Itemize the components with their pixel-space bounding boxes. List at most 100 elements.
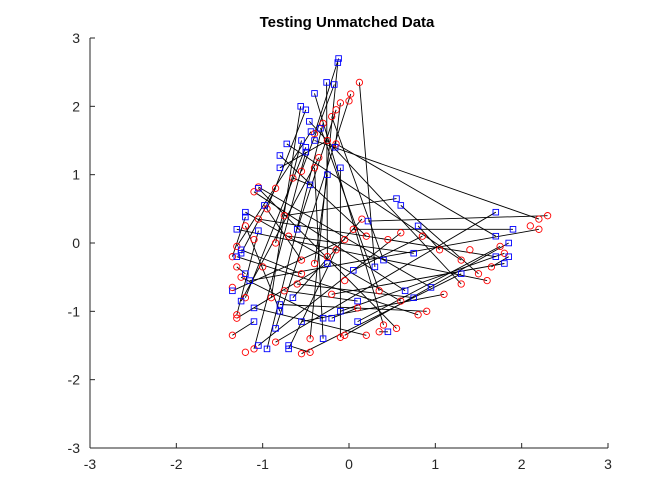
square-point [242,270,249,277]
circle-point [323,253,332,261]
match-line [240,276,324,319]
square-point [492,253,500,260]
square-point [297,103,304,110]
circle-point [328,112,336,121]
square-point [335,55,342,62]
match-line [258,186,432,288]
match-line [400,205,479,275]
match-line [314,140,540,220]
circle-point [362,232,370,240]
match-line [258,232,402,346]
match-line [279,140,328,169]
circle-point [328,290,336,298]
match-line [344,242,509,336]
square-point [505,253,512,260]
circle-point [284,232,293,240]
match-line [236,228,488,282]
circle-point [332,140,340,148]
connection-lines [231,58,548,355]
circle-point [414,311,422,319]
y-tick-label: 3 [72,30,80,46]
square-point [393,195,400,202]
square-point [410,249,417,257]
y-tick-label: -2 [68,372,81,388]
y-tick-label: 1 [72,167,80,183]
circle-point [280,287,288,295]
circle-point [306,348,314,356]
square-point [364,217,372,225]
circle-point [306,335,314,343]
match-line [314,167,324,339]
circle-point [375,328,383,336]
square-point [311,137,318,144]
circle-point [259,263,267,271]
circle-point [535,215,543,223]
square-point [492,232,500,240]
circle-point [271,338,280,346]
square-point [306,181,314,189]
square-point [289,294,297,301]
circle-point [233,311,241,319]
square-point [246,277,253,284]
circle-point [474,270,483,278]
x-tick-label: -3 [84,456,97,472]
circle-point [397,229,405,237]
circle-point [297,256,306,264]
circle-point [418,232,427,240]
circle-point [280,212,288,220]
circle-point [254,215,263,223]
circle-point [310,164,319,172]
square-point [384,328,392,336]
circle-point [345,97,353,105]
square-point [276,152,284,159]
circle-point [362,331,370,339]
circle-point [347,90,355,98]
square-point [427,284,435,291]
match-line [284,290,358,302]
square-point [242,208,249,216]
circle-point [237,273,245,281]
circle-point [423,307,431,315]
circle-point [435,246,444,254]
square-point [293,226,301,233]
match-line [301,273,462,355]
square-point [397,202,405,209]
square-point [272,325,279,332]
circle-point [466,246,474,254]
circle-point [297,350,306,358]
match-line [367,215,548,222]
match-line [240,188,276,254]
circle-point [535,225,543,233]
match-line [253,151,307,350]
circle-point [250,235,258,244]
match-line [320,128,380,291]
circle-point [384,235,392,244]
match-line [358,82,376,267]
circle-point [397,297,405,305]
match-line [314,93,384,326]
match-line [236,230,259,315]
square-point [255,342,262,349]
match-line [308,121,462,285]
circle-point [250,345,258,353]
square-point [323,79,330,86]
x-tick-label: -2 [170,456,183,472]
square-point [276,308,284,315]
circle-point [332,106,340,114]
match-line [326,82,328,257]
circle-point [310,130,319,138]
x-tick-label: 3 [604,456,612,472]
match-line [275,93,352,329]
square-point [401,287,409,295]
y-tick-label: 0 [72,235,80,251]
square-point [324,171,331,178]
circle-point [241,348,250,356]
square-point [255,227,262,234]
square-point [410,294,417,301]
square-point [331,144,339,151]
square-point [306,118,313,125]
match-line [314,174,328,264]
match-line [335,143,497,237]
circle-point [496,242,504,251]
